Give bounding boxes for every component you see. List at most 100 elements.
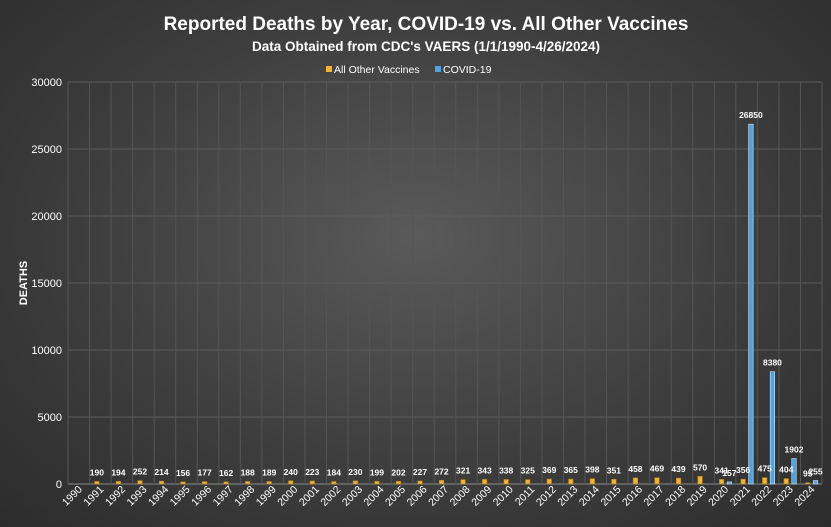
x-axis-ticks: 1990199119921993199419951996199719981999… <box>60 484 818 509</box>
bar-other-vaccines <box>115 481 121 485</box>
x-tick-label: 1993 <box>125 484 150 509</box>
x-tick-label: 2002 <box>318 484 343 509</box>
bar-other-vaccines <box>202 481 208 485</box>
bar-other-vaccines <box>740 478 746 485</box>
data-label: 439 <box>671 464 685 474</box>
data-label: 338 <box>499 465 513 475</box>
x-tick-label: 2008 <box>448 484 473 509</box>
data-label: 214 <box>154 467 168 477</box>
data-label: 356 <box>736 465 750 475</box>
y-tick-label: 15000 <box>31 278 62 290</box>
y-tick-label: 0 <box>56 479 62 491</box>
data-label: 1902 <box>785 445 804 455</box>
bar-covid-19 <box>748 123 754 485</box>
bar-other-vaccines <box>374 481 380 485</box>
bar-other-vaccines <box>503 479 509 485</box>
x-tick-label: 2009 <box>469 484 494 509</box>
bar-other-vaccines <box>546 478 552 485</box>
bar-other-vaccines <box>94 481 100 485</box>
bar-other-vaccines <box>568 478 574 485</box>
data-label: 351 <box>607 465 621 475</box>
x-tick-label: 2017 <box>642 484 667 509</box>
bar-other-vaccines <box>288 480 294 485</box>
data-label: 190 <box>90 467 104 477</box>
data-label: 475 <box>758 464 772 474</box>
x-tick-label: 2014 <box>577 484 602 509</box>
x-tick-label: 2013 <box>555 484 580 509</box>
legend-label-other: All Other Vaccines <box>334 64 420 76</box>
data-label: 458 <box>628 464 642 474</box>
bar-other-vaccines <box>180 481 186 485</box>
data-label: 570 <box>693 462 707 472</box>
bar-other-vaccines <box>762 477 768 485</box>
x-tick-label: 2007 <box>426 484 451 509</box>
chart-title: Reported Deaths by Year, COVID-19 vs. Al… <box>164 14 689 35</box>
data-label: 156 <box>176 468 190 478</box>
data-label: 95 <box>803 469 813 479</box>
data-label: 252 <box>133 467 147 477</box>
bar-other-vaccines <box>395 480 402 485</box>
bar-other-vaccines <box>654 477 660 485</box>
bar-other-vaccines <box>417 480 423 485</box>
x-tick-label: 1991 <box>81 484 106 509</box>
chart-subtitle: Data Obtained from CDC's VAERS (1/1/1990… <box>252 39 600 54</box>
x-tick-label: 1996 <box>189 484 214 509</box>
data-label: 223 <box>305 467 319 477</box>
legend: All Other Vaccines COVID-19 <box>326 64 492 76</box>
bar-covid-19 <box>769 371 776 485</box>
data-label: 404 <box>779 465 793 475</box>
bar-other-vaccines <box>309 480 315 485</box>
bar-other-vaccines <box>137 480 143 485</box>
x-tick-label: 2010 <box>491 484 516 509</box>
data-label: 255 <box>808 467 822 477</box>
data-label: 321 <box>456 466 470 476</box>
x-tick-label: 2022 <box>749 484 774 509</box>
data-label: 240 <box>284 467 298 477</box>
bar-other-vaccines <box>525 479 531 485</box>
bar-other-vaccines <box>460 479 466 485</box>
x-tick-label: 2019 <box>685 484 710 509</box>
data-label: 230 <box>348 467 362 477</box>
x-tick-label: 2000 <box>275 484 300 509</box>
x-tick-label: 2021 <box>728 484 753 509</box>
bar-other-vaccines <box>805 482 811 485</box>
data-label: 227 <box>413 467 427 477</box>
bar-other-vaccines <box>482 479 488 485</box>
bar-covid-19 <box>791 458 797 485</box>
data-label: 369 <box>542 465 556 475</box>
x-tick-label: 2005 <box>383 484 408 509</box>
legend-swatch-covid <box>435 66 441 72</box>
data-label: 325 <box>521 466 535 476</box>
data-label: 343 <box>478 465 492 475</box>
data-label: 8380 <box>763 358 782 368</box>
data-label: 194 <box>111 467 125 477</box>
data-label: 184 <box>327 468 341 478</box>
y-tick-label: 30000 <box>31 77 62 89</box>
data-label: 199 <box>370 467 384 477</box>
bar-other-vaccines <box>158 480 165 485</box>
y-tick-label: 20000 <box>31 211 62 223</box>
x-tick-label: 2023 <box>771 484 796 509</box>
bar-other-vaccines <box>675 477 682 485</box>
bar-other-vaccines <box>439 480 445 485</box>
bar-other-vaccines <box>611 478 617 485</box>
bar-other-vaccines <box>632 477 638 485</box>
data-label: 157 <box>722 468 736 478</box>
bar-other-vaccines <box>352 480 358 485</box>
x-tick-label: 1990 <box>60 484 85 509</box>
legend-label-covid: COVID-19 <box>443 64 492 76</box>
x-tick-label: 1997 <box>211 484 236 509</box>
bar-other-vaccines <box>245 481 251 485</box>
bar-other-vaccines <box>589 478 595 485</box>
x-tick-label: 1995 <box>168 484 193 509</box>
data-label: 202 <box>391 467 405 477</box>
bar-other-vaccines <box>783 478 789 485</box>
data-label: 272 <box>434 466 448 476</box>
y-tick-label: 5000 <box>38 412 62 424</box>
data-label: 189 <box>262 467 276 477</box>
bar-covid-19 <box>812 480 819 485</box>
x-tick-label: 2011 <box>513 484 538 509</box>
data-label: 188 <box>241 467 255 477</box>
data-label: 26850 <box>739 110 763 120</box>
